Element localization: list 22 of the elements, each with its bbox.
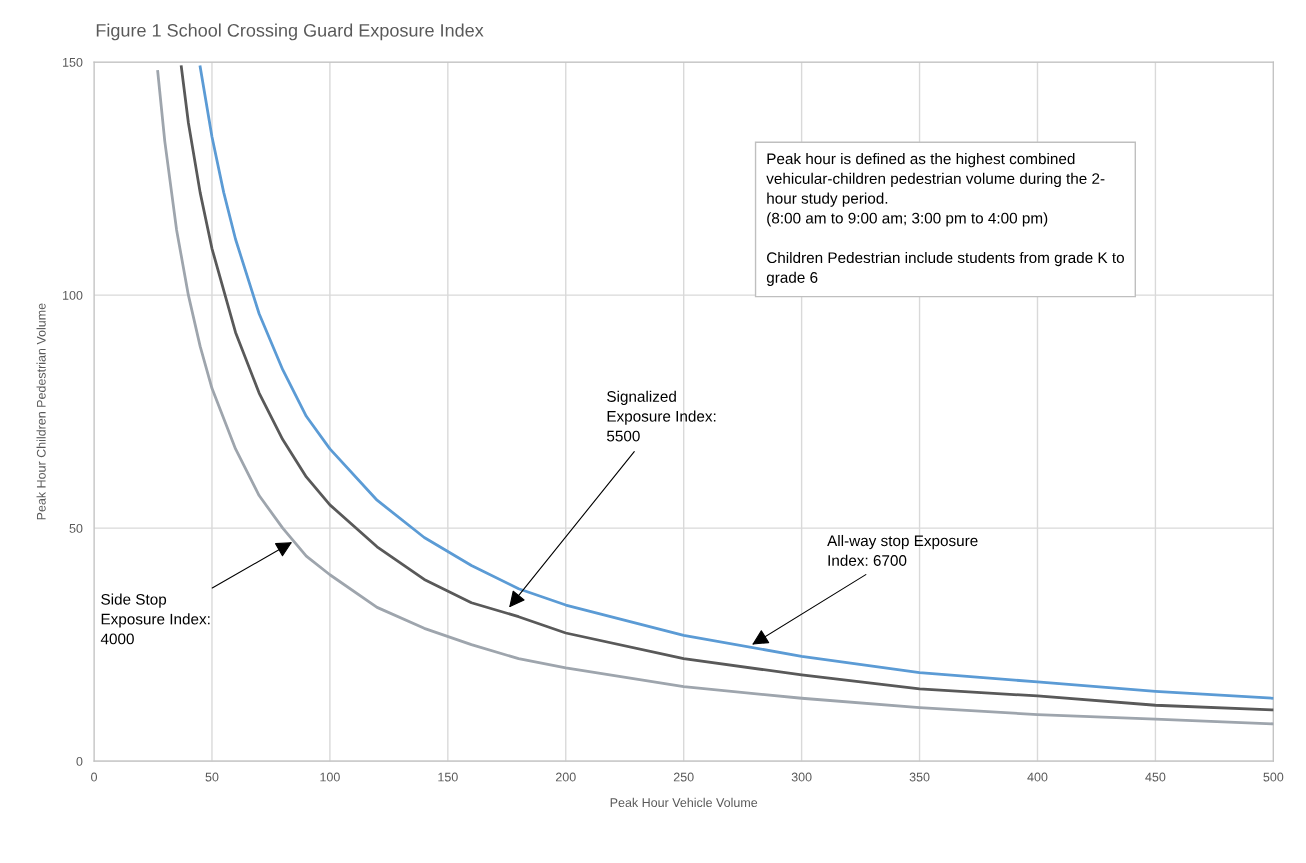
x-tick-label: 300 xyxy=(791,772,812,782)
x-tick-label: 450 xyxy=(1145,772,1166,782)
y-tick-label: 150 xyxy=(63,57,83,67)
x-tick-label: 50 xyxy=(205,772,219,782)
annotation: Signalized Exposure Index: 5500 xyxy=(606,390,716,442)
text: Peak hour is defined as the highest combined vehicular-children pedestrian volume during the 2- hour study period. (8:00 am to 9:00 am; 3:00 pm to 4:00 pm) Children Pedestrian include students from grade K to grade 6 xyxy=(766,153,1124,286)
annotation: All-way stop Exposure Index: 6700 xyxy=(827,534,978,566)
x-axis-title: Peak Hour Vehicle Volume xyxy=(610,797,758,807)
x-tick-label: 350 xyxy=(909,772,930,782)
x-tick-label: 0 xyxy=(91,772,98,782)
y-tick-label: 100 xyxy=(63,290,83,300)
x-tick-label: 150 xyxy=(438,772,458,782)
x-tick-label: 500 xyxy=(1263,772,1284,782)
y-axis-title: Peak Hour Children Pedestrian Volume xyxy=(36,303,46,520)
y-tick-label: 0 xyxy=(76,756,83,766)
x-tick-label: 200 xyxy=(555,772,576,782)
y-tick-label: 50 xyxy=(69,523,83,533)
x-tick-label: 100 xyxy=(320,772,340,782)
annotation: Side Stop Exposure Index: 4000 xyxy=(100,593,210,645)
x-tick-label: 250 xyxy=(673,772,694,782)
x-tick-label: 400 xyxy=(1027,772,1048,782)
chart-title: Figure 1 School Crossing Guard Exposure Index xyxy=(96,23,484,41)
